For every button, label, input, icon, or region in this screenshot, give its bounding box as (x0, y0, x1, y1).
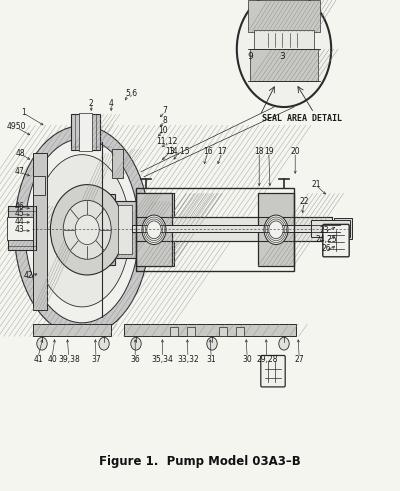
Text: 10: 10 (158, 126, 168, 135)
Text: 33,32: 33,32 (177, 355, 199, 364)
Text: 18: 18 (254, 147, 264, 156)
Bar (136, 217, 332, 241)
Text: 39,38: 39,38 (58, 355, 80, 364)
Bar (124, 324, 296, 336)
FancyBboxPatch shape (323, 224, 349, 257)
Text: 45: 45 (14, 209, 24, 218)
Text: 40: 40 (47, 355, 57, 364)
Bar (98, 194, 115, 265)
Text: 44: 44 (14, 218, 24, 226)
Circle shape (37, 337, 47, 350)
Text: 35,34: 35,34 (152, 355, 173, 364)
Bar (33, 176, 45, 195)
Bar (136, 193, 174, 266)
Text: 9: 9 (247, 52, 253, 61)
Text: 14,15: 14,15 (168, 147, 190, 156)
Bar (248, 0, 320, 32)
Bar (334, 218, 352, 239)
Text: 17: 17 (217, 147, 227, 156)
Bar (311, 220, 350, 237)
Text: 36: 36 (130, 355, 140, 364)
Text: 29,28: 29,28 (256, 355, 278, 364)
Circle shape (269, 221, 283, 239)
Text: 24,25: 24,25 (315, 235, 337, 244)
Text: 31: 31 (206, 355, 216, 364)
FancyBboxPatch shape (261, 355, 285, 387)
Bar (8, 206, 36, 250)
Text: 1: 1 (21, 109, 26, 117)
Bar (78, 142, 93, 147)
Ellipse shape (25, 139, 139, 323)
Bar (219, 327, 227, 336)
Text: 11,12: 11,12 (156, 137, 178, 146)
Circle shape (237, 0, 331, 107)
Bar (250, 49, 318, 81)
Text: Figure 1.  Pump Model 03A3–B: Figure 1. Pump Model 03A3–B (99, 455, 301, 468)
Bar (136, 188, 294, 271)
Text: 4: 4 (109, 99, 114, 108)
Bar (79, 113, 92, 151)
Circle shape (142, 215, 166, 245)
Bar (254, 30, 314, 49)
Text: 42: 42 (24, 272, 34, 280)
Text: 46: 46 (14, 202, 24, 211)
Ellipse shape (34, 155, 130, 307)
Text: 47: 47 (14, 167, 24, 176)
Circle shape (99, 337, 109, 350)
Text: 26: 26 (321, 245, 331, 253)
Bar (258, 193, 294, 266)
Text: 43: 43 (14, 225, 24, 234)
Bar (112, 149, 123, 178)
Bar (114, 201, 136, 258)
Text: SEAL AREA DETAIL: SEAL AREA DETAIL (262, 114, 342, 123)
Bar (118, 205, 132, 254)
Text: 48: 48 (16, 149, 26, 158)
Text: 21: 21 (311, 180, 321, 189)
Text: 5,6: 5,6 (125, 89, 137, 98)
Text: 27: 27 (294, 355, 304, 364)
Circle shape (131, 337, 141, 350)
Text: 30: 30 (242, 355, 252, 364)
Text: 23: 23 (320, 226, 330, 235)
Bar (33, 324, 111, 336)
Circle shape (50, 185, 124, 275)
Text: 37: 37 (91, 355, 101, 364)
Text: 3: 3 (279, 52, 285, 61)
Text: 22: 22 (299, 197, 309, 206)
Text: 41: 41 (33, 355, 43, 364)
Bar (170, 327, 178, 336)
Text: 20: 20 (290, 147, 300, 156)
Circle shape (264, 215, 288, 245)
Bar (187, 327, 195, 336)
Text: 2: 2 (89, 99, 94, 108)
Bar (33, 153, 47, 310)
Bar (132, 225, 336, 232)
Text: 7: 7 (163, 106, 168, 115)
Text: 4950: 4950 (7, 122, 26, 131)
Bar (236, 327, 244, 336)
Circle shape (207, 337, 217, 350)
Circle shape (279, 337, 289, 350)
Bar (7, 217, 41, 240)
Ellipse shape (14, 126, 150, 336)
Text: 16: 16 (203, 147, 213, 156)
Bar (71, 114, 100, 150)
Circle shape (63, 200, 111, 259)
Circle shape (147, 221, 161, 239)
Circle shape (75, 215, 99, 245)
Text: 13: 13 (165, 147, 175, 156)
Text: 8: 8 (163, 116, 168, 125)
Bar (136, 193, 172, 266)
Text: 19: 19 (264, 147, 274, 156)
